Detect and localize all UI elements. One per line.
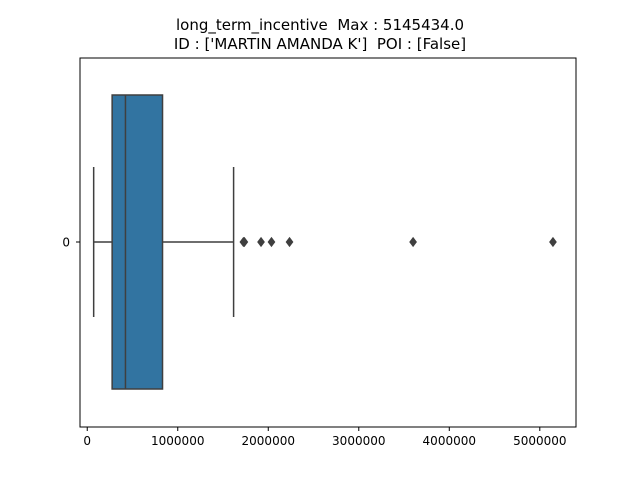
- chart-title-line-2: ID : ['MARTIN AMANDA K'] POI : [False]: [173, 35, 467, 53]
- outlier-point: [240, 236, 249, 248]
- x-tick-label: 5000000: [513, 434, 566, 448]
- chart-title-line-1: long_term_incentive Max : 5145434.0: [175, 16, 465, 34]
- outlier-point: [257, 236, 265, 248]
- outlier-point: [267, 236, 276, 248]
- outlier-point: [409, 236, 417, 248]
- plot-layer: 0 1000000 2000000 3000000 4000000 5000000 0: [62, 57, 577, 448]
- x-tick-label: 2000000: [242, 434, 295, 448]
- x-tick-label: 4000000: [423, 434, 476, 448]
- outlier-point: [549, 236, 557, 248]
- x-tick-label: 3000000: [332, 434, 385, 448]
- outlier-point: [285, 236, 294, 248]
- iqr-box: [111, 94, 164, 390]
- x-tick-label: 1000000: [151, 434, 204, 448]
- x-tick-label: 0: [83, 434, 91, 448]
- y-tick-label: 0: [62, 236, 70, 250]
